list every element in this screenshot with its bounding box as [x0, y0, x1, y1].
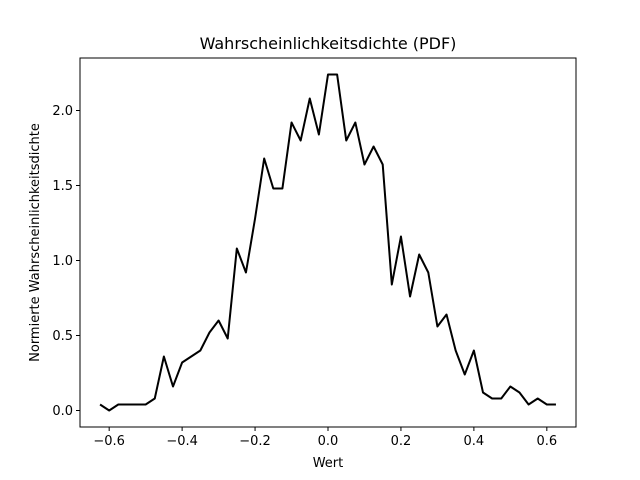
plot-area [99, 73, 556, 412]
x-axis-label: Wert [313, 456, 344, 471]
pdf-series-line [99, 73, 556, 412]
y-tick-label: 0.0 [52, 404, 73, 419]
y-axis: 0.0 0.5 1.0 1.5 2.0 [52, 104, 80, 419]
chart-title: Wahrscheinlichkeitsdichte (PDF) [200, 34, 457, 53]
x-tick-label: 0.0 [318, 434, 339, 449]
x-tick-label: −0.2 [239, 434, 271, 449]
y-tick-label: 2.0 [52, 104, 73, 119]
y-tick-label: 1.5 [52, 179, 73, 194]
x-axis: −0.6 −0.4 −0.2 0.0 0.2 0.4 0.6 [93, 427, 557, 449]
y-tick-label: 0.5 [52, 329, 73, 344]
x-tick-label: 0.6 [536, 434, 557, 449]
y-tick-label: 1.0 [52, 254, 73, 269]
x-tick-label: −0.6 [93, 434, 125, 449]
x-tick-label: −0.4 [166, 434, 198, 449]
x-tick-label: 0.4 [464, 434, 485, 449]
plot-frame [79, 57, 577, 428]
x-tick-label: 0.2 [391, 434, 412, 449]
y-axis-label: Normierte Wahrscheinlichkeitsdichte [28, 123, 43, 362]
